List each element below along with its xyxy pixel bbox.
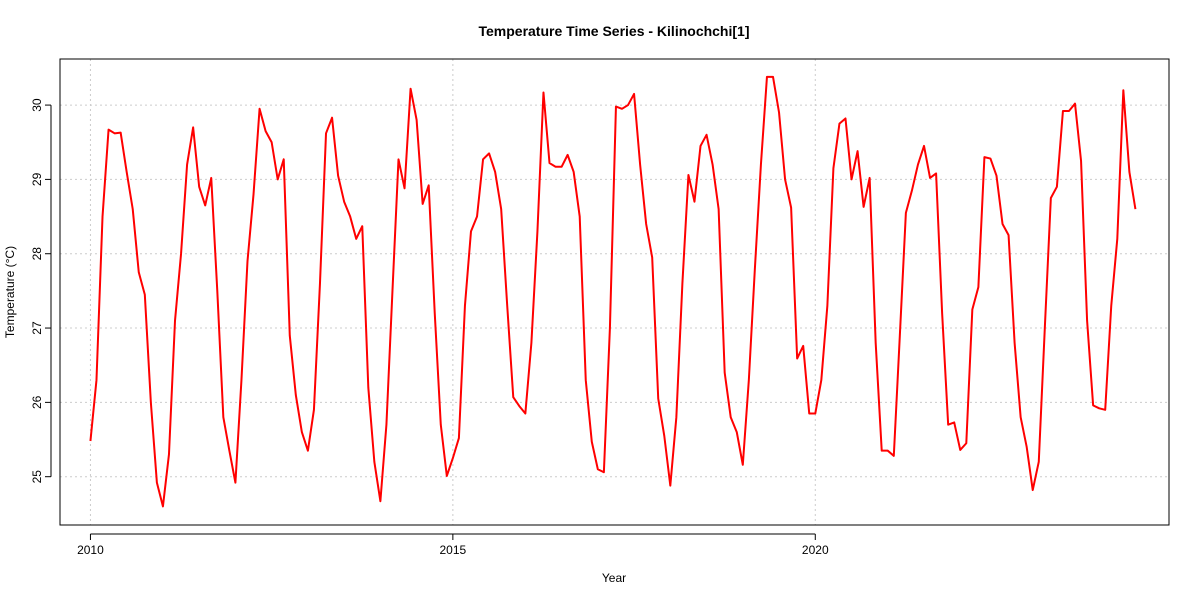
x-tick-label: 2020 — [802, 543, 829, 557]
y-axis-label: Temperature (°C) — [3, 246, 17, 338]
series-layer — [89, 75, 1137, 508]
y-tick-label: 25 — [30, 470, 44, 484]
x-tick-label: 2010 — [77, 543, 104, 557]
y-tick-label: 28 — [30, 247, 44, 261]
y-tick-label: 30 — [30, 98, 44, 112]
x-tick-label: 2015 — [440, 543, 467, 557]
chart-title: Temperature Time Series - Kilinochchi[1] — [478, 23, 749, 39]
x-axis-label: Year — [602, 571, 626, 585]
y-tick-label: 26 — [30, 395, 44, 409]
axes: 2010 2015 2020 25 26 27 28 29 30 — [30, 98, 829, 557]
plot-frame — [59, 58, 1170, 526]
y-tick-label: 29 — [30, 172, 44, 186]
y-tick-label: 27 — [30, 321, 44, 335]
series-line-temperature — [89, 75, 1137, 508]
